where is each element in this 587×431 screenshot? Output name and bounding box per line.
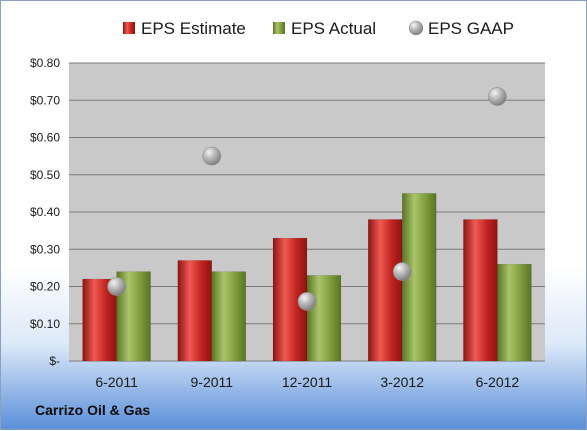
x-tick-label: 3-2012 bbox=[380, 374, 424, 390]
legend-eps-actual-swatch bbox=[273, 22, 285, 34]
y-tick-label: $0.30 bbox=[30, 242, 60, 256]
x-tick-label: 9-2011 bbox=[191, 374, 234, 390]
y-tick-label: $- bbox=[49, 354, 60, 368]
legend-eps-estimate-swatch bbox=[123, 22, 135, 34]
y-tick-label: $0.20 bbox=[30, 280, 60, 294]
marker-eps-gaap bbox=[202, 146, 222, 166]
bar-eps-estimate bbox=[177, 260, 213, 362]
marker-eps-gaap bbox=[297, 292, 317, 311]
y-tick-label: $0.40 bbox=[30, 205, 60, 219]
legend-eps-actual-label: EPS Actual bbox=[291, 19, 376, 38]
company-name: Carrizo Oil & Gas bbox=[35, 402, 151, 418]
marker-eps-gaap bbox=[107, 277, 126, 296]
y-tick-label: $0.80 bbox=[30, 56, 60, 70]
x-tick-label: 6-2011 bbox=[95, 374, 138, 390]
legend-eps-gaap-label: EPS GAAP bbox=[428, 19, 514, 38]
bar-eps-actual bbox=[497, 263, 532, 362]
x-tick-label: 6-2012 bbox=[476, 374, 520, 390]
y-tick-label: $0.10 bbox=[30, 317, 60, 331]
marker-eps-gaap bbox=[488, 87, 507, 106]
y-tick-label: $0.50 bbox=[30, 168, 60, 182]
legend-eps-estimate-label: EPS Estimate bbox=[141, 19, 246, 38]
bar-eps-actual bbox=[211, 271, 247, 362]
bar-eps-estimate bbox=[463, 219, 498, 362]
marker-eps-gaap bbox=[392, 262, 412, 281]
y-tick-label: $0.60 bbox=[30, 131, 60, 145]
y-tick-label: $0.70 bbox=[30, 93, 60, 107]
bar-eps-estimate bbox=[367, 219, 403, 362]
legend-eps-gaap-swatch bbox=[408, 20, 424, 36]
bar-eps-actual bbox=[306, 275, 342, 362]
x-tick-label: 12-2011 bbox=[282, 374, 333, 390]
